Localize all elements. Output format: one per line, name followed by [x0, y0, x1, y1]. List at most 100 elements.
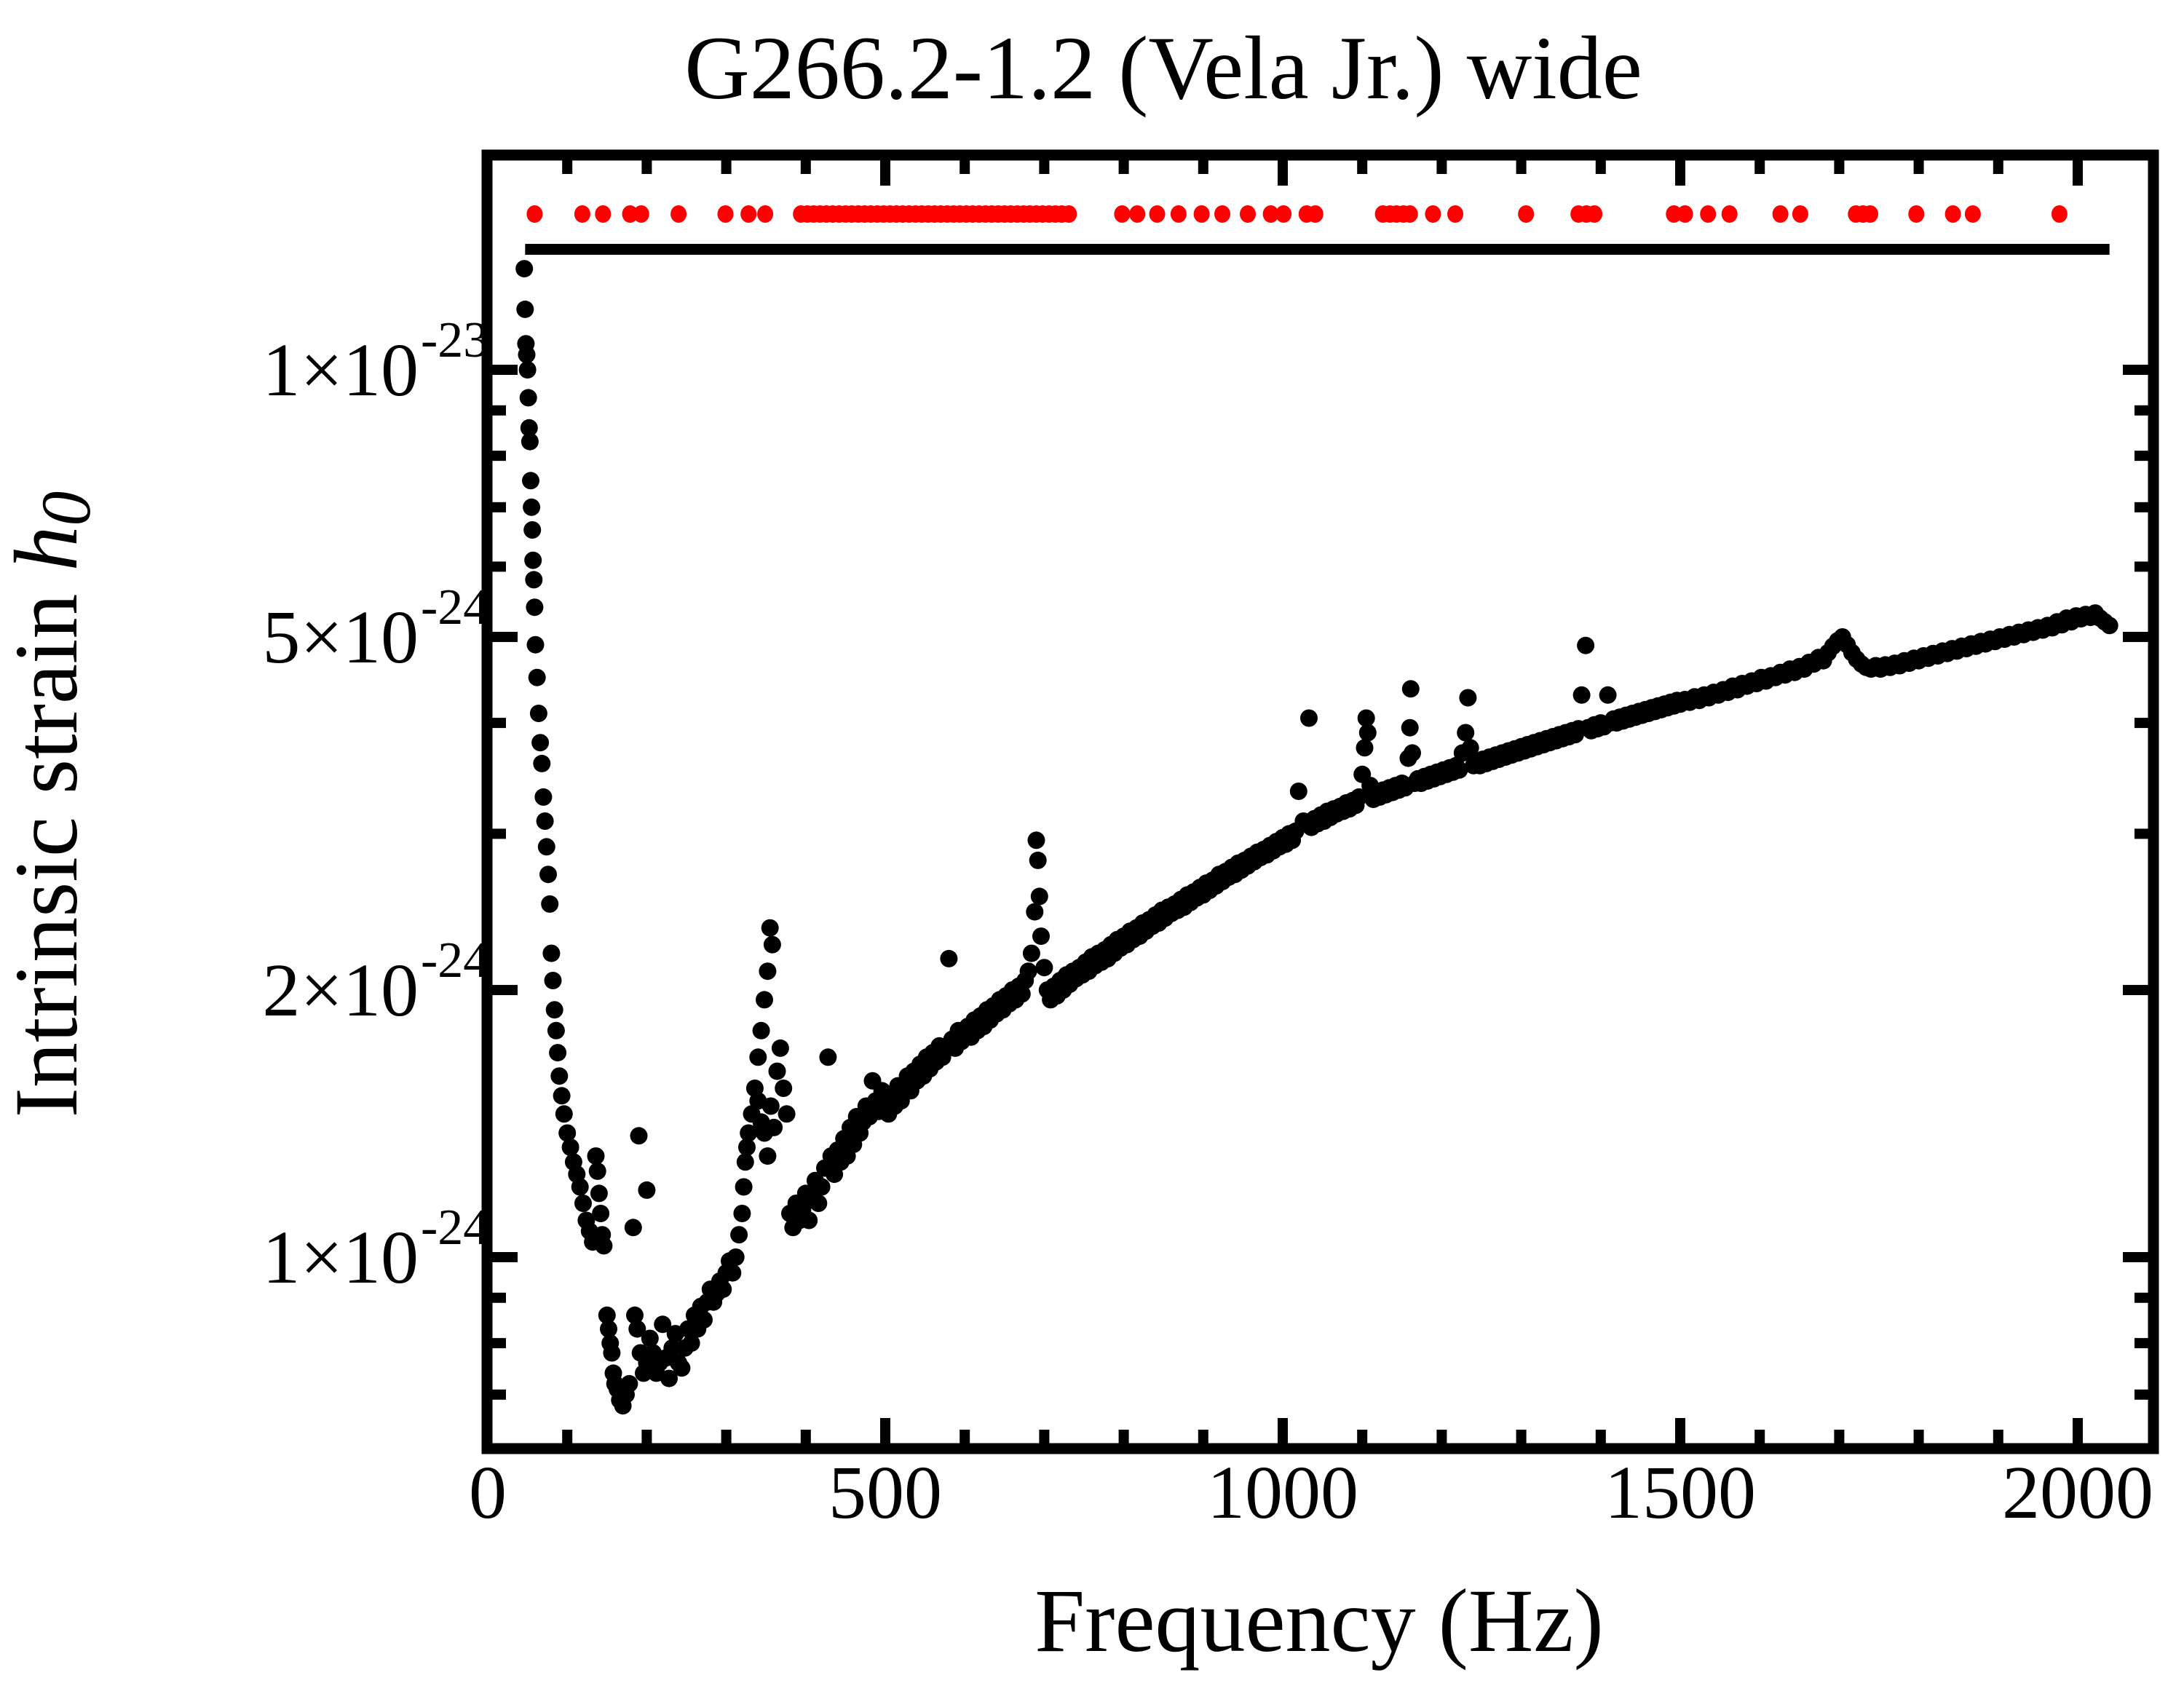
flagged-band-marker [1677, 205, 1693, 223]
data-point [752, 1021, 770, 1040]
data-point [735, 1178, 753, 1196]
flagged-band-marker [1193, 205, 1210, 223]
flagged-band-marker [1425, 205, 1441, 223]
data-point [587, 1147, 605, 1165]
flagged-band-marker [1586, 205, 1603, 223]
data-point [1013, 985, 1031, 1003]
data-point [536, 812, 554, 830]
x-major-tick-top [1675, 155, 1685, 186]
y-minor-tick-right [2134, 718, 2153, 729]
data-point [2100, 617, 2118, 635]
data-point [521, 432, 539, 451]
svg-text:Intrinsic strain h0: Intrinsic strain h0 [0, 491, 105, 1118]
data-point [1404, 744, 1421, 762]
data-point [598, 1306, 616, 1324]
data-point [519, 389, 537, 407]
x-minor-tick-top [1834, 155, 1845, 174]
flagged-band-marker [670, 205, 687, 223]
y-major-tick-right [2123, 1252, 2153, 1262]
data-point [592, 1205, 610, 1222]
y-minor-tick [487, 718, 506, 729]
flagged-band-marker [622, 205, 638, 223]
data-point [819, 1048, 837, 1066]
data-point [553, 1087, 571, 1105]
y-tick-label: 1×10 [262, 328, 419, 412]
data-point [515, 260, 534, 278]
data-point [1599, 686, 1617, 704]
flagged-band-marker [1275, 205, 1292, 223]
x-minor-tick [1198, 1430, 1208, 1449]
x-major-tick-top [880, 155, 890, 186]
data-point [1450, 761, 1468, 779]
data-point [590, 1184, 608, 1203]
data-point [1026, 903, 1044, 921]
data-point [1577, 636, 1595, 654]
data-point [756, 991, 773, 1009]
flagged-band-marker [1772, 205, 1789, 223]
data-point [771, 1039, 789, 1057]
x-minor-tick-top [1039, 155, 1050, 174]
data-point [1358, 724, 1377, 742]
data-point [1029, 851, 1047, 869]
flagged-band-marker [1964, 205, 1981, 223]
flagged-band-marker [1129, 205, 1146, 223]
x-minor-tick [1913, 1430, 1924, 1449]
y-tick-label: 1×10 [262, 1216, 419, 1299]
x-minor-tick [800, 1430, 811, 1449]
x-major-tick-top [2073, 155, 2083, 186]
data-point [537, 838, 555, 856]
y-major-tick-right [2123, 985, 2153, 996]
data-point [740, 1124, 758, 1142]
y-axis-label-text: Intrinsic strain [0, 571, 96, 1118]
data-point [620, 1374, 638, 1393]
data-point [714, 1280, 732, 1299]
flagged-band-marker [757, 205, 774, 223]
x-major-tick [1675, 1418, 1685, 1449]
data-point [682, 1334, 700, 1353]
flagged-band-marker [1401, 205, 1418, 223]
data-point [1300, 709, 1318, 727]
y-major-tick [487, 631, 518, 642]
data-point [525, 571, 543, 589]
flagged-band-marker [717, 205, 734, 223]
flagged-band-marker [574, 205, 590, 223]
data-point [1030, 887, 1048, 906]
x-minor-tick [641, 1430, 652, 1449]
data-point [1019, 962, 1037, 981]
flagged-band-marker [526, 205, 543, 223]
y-minor-tick [487, 561, 506, 572]
x-minor-tick-top [1913, 155, 1924, 174]
data-point [545, 1001, 563, 1019]
flagged-band-marker [1214, 205, 1230, 223]
data-point [522, 472, 539, 490]
data-point [695, 1311, 713, 1328]
data-point [626, 1306, 644, 1324]
y-minor-tick-right [2134, 502, 2153, 512]
data-point [550, 1067, 569, 1085]
data-point [778, 1105, 796, 1123]
x-minor-tick [1516, 1430, 1527, 1449]
x-minor-tick [1754, 1430, 1765, 1449]
data-point [759, 962, 777, 981]
y-axis-label-symbol: h [0, 526, 96, 571]
data-point [724, 1264, 742, 1282]
x-minor-tick-top [1436, 155, 1447, 174]
data-point [749, 1048, 767, 1066]
data-point [518, 361, 537, 379]
data-point [588, 1162, 606, 1180]
data-point [638, 1181, 656, 1199]
data-point [561, 1138, 579, 1156]
data-point [541, 895, 559, 913]
flagged-band-marker [1114, 205, 1131, 223]
data-point [730, 1226, 748, 1244]
data-point [1289, 783, 1307, 800]
y-minor-tick [487, 828, 506, 839]
data-point [574, 1195, 592, 1212]
flagged-band-marker [1447, 205, 1463, 223]
data-point [547, 1021, 565, 1040]
data-point [542, 944, 561, 962]
y-major-tick [487, 1252, 518, 1262]
y-minor-tick-right [2134, 561, 2153, 572]
data-point [1035, 959, 1053, 977]
